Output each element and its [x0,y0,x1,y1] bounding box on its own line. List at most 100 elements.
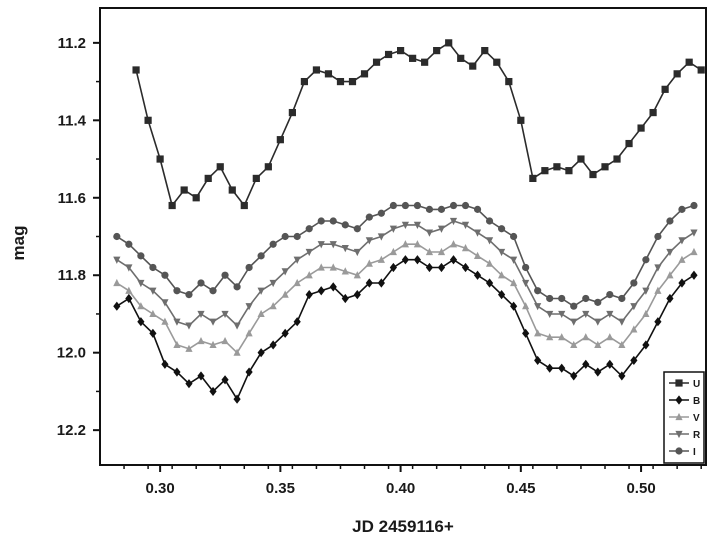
series-u-point [613,155,621,163]
series-i-point [413,201,422,210]
series-i-point [185,290,193,299]
series-u-point [685,58,693,66]
series-v-point [317,263,325,271]
series-u-point [228,186,236,194]
series-u-point [288,108,296,117]
series-u [132,39,705,210]
series-r-point [161,299,169,307]
series-b-point [197,371,205,381]
series-b-point [666,293,674,304]
series-b-point [678,278,686,288]
x-tick-label: 0.40 [386,480,415,497]
series-i-point [461,201,470,210]
legend-item-v: V [669,412,700,424]
legend-label: R [693,430,701,441]
series-u-point [445,39,453,47]
series-b-point [233,394,241,404]
x-tick-label: 0.30 [146,480,175,497]
series-v-point [413,240,422,248]
series-v-point [269,302,277,310]
series-r-point [570,318,578,326]
series-i-point [594,298,602,306]
series-v-point [173,340,181,349]
series-i-point [642,256,650,264]
series-b-point [257,348,265,358]
series-i-point [570,302,578,310]
y-tick-label: 11.6 [58,190,86,207]
series-u-point [637,124,645,132]
series-b-point [485,278,494,288]
series-b-point [594,367,602,377]
series-v-point [594,340,602,349]
series-i-point [690,201,698,210]
series-i-point [365,213,373,221]
series-r-point [534,303,542,311]
series-v-point [654,286,662,294]
x-tick-label: 0.45 [506,480,535,497]
series-v-point [293,278,301,287]
series-r-point [485,237,494,245]
series-u-point [493,58,501,66]
series-i-point [618,294,626,303]
series-i-point [257,252,265,260]
legend-marker [675,430,683,439]
series-u-point [336,77,345,86]
series-u-point [204,174,212,183]
series-i-point [329,217,337,225]
series-i-point [546,294,554,303]
series-i-point [425,205,434,213]
series-r-point [606,310,614,319]
y-tick-label: 12.2 [57,422,86,439]
series-i-point [161,271,169,279]
series-v-point [221,336,229,345]
series-i-point [113,232,121,241]
series-r-point [425,229,434,237]
series-b-point [618,371,626,381]
series-u-point [252,174,260,183]
series-i-point [437,205,446,213]
series-v-point [365,259,373,267]
series-i-point [510,232,518,241]
series-layer [113,39,705,404]
series-r-point [558,310,566,319]
series-v-point [389,247,397,256]
series-v-point [233,348,241,356]
series-r-point [281,268,289,276]
series-u-point [661,85,669,93]
series-i-point [269,240,277,248]
series-u-point [421,58,429,66]
series-b-point [570,371,578,381]
series-v-point [209,340,217,349]
y-axis-title: mag [9,226,28,261]
series-r-point [437,225,446,233]
series-i-point [245,263,253,272]
series-r-point [630,303,638,311]
series-v-point [461,244,470,252]
series-b-point [317,286,325,296]
series-b-point [546,363,554,373]
series-b-point [534,355,542,366]
series-u-point [324,70,333,78]
series-v [113,240,698,356]
series-i-point [558,294,566,303]
series-u-point [384,50,393,59]
series-b-point [377,278,385,288]
series-i-point [666,217,674,225]
series-i-point [678,205,686,213]
series-v-point [570,340,578,349]
series-b-point [137,317,145,327]
series-u-point [409,54,417,62]
x-tick-label: 0.50 [626,480,655,497]
series-i-point [485,217,494,225]
series-b-point [293,317,301,327]
series-u-point [312,66,321,74]
series-v-point [341,267,349,275]
series-i-point [197,279,205,287]
series-b-point [473,270,482,280]
series-i-point [137,252,145,260]
series-r-point [678,237,686,245]
series-i-point [233,283,241,291]
series-i-point [293,232,301,241]
series-v-point [534,329,542,337]
